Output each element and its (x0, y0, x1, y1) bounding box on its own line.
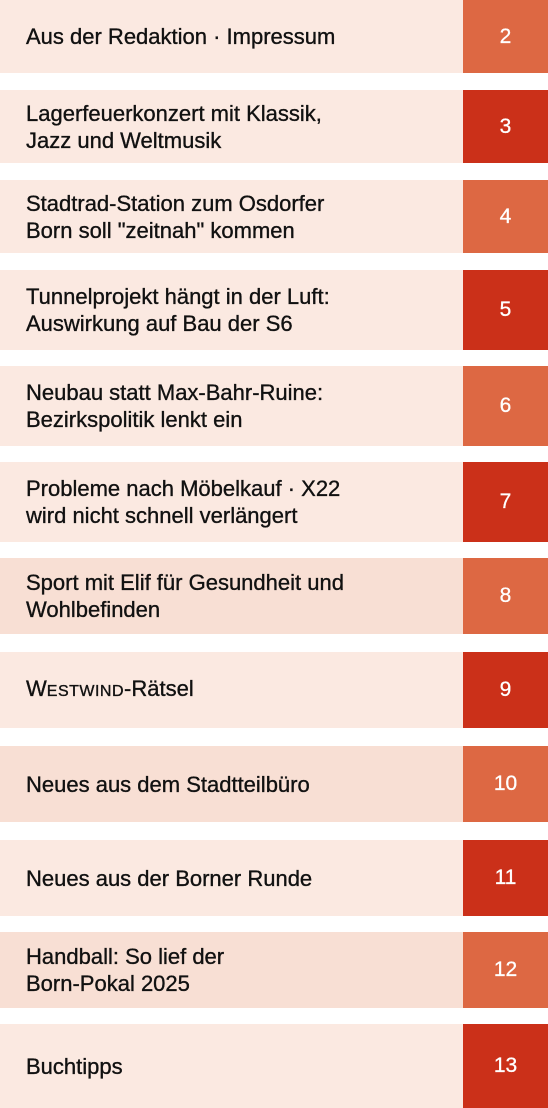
toc-entry-page-number: 10 (463, 746, 548, 822)
toc-entry-page-number: 12 (463, 932, 548, 1008)
toc-entry-title-line: Sport mit Elif für Gesundheit und (26, 570, 344, 595)
toc-entry-title-line: Buchtipps (26, 1053, 123, 1079)
toc-entry-title: Handball: So lief der Born-Pokal 2025 (0, 932, 463, 1008)
toc-entry-title-smallcaps-first: W (26, 676, 47, 701)
toc-entry[interactable]: Sport mit Elif für Gesundheit und Wohlbe… (0, 558, 548, 634)
toc-entry-title: Stadtrad-Station zum Osdorfer Born soll … (0, 180, 463, 253)
toc-entry-title-line: Stadtrad-Station zum Osdorfer (26, 190, 325, 216)
toc-entry[interactable]: Tunnelprojekt hängt in der Luft: Auswirk… (0, 270, 548, 350)
toc-entry-page-number: 3 (463, 90, 548, 163)
toc-entry[interactable]: WESTWIND-Rätsel 9 (0, 652, 548, 728)
toc-entry-title: Lagerfeuerkonzert mit Klassik, Jazz und … (0, 90, 463, 163)
toc-entry-title-line: Neubau statt Max-Bahr-Ruine: (26, 380, 324, 405)
toc-entry-title-line: Neues aus der Borner Runde (26, 865, 313, 891)
toc-entry[interactable]: Stadtrad-Station zum Osdorfer Born soll … (0, 180, 548, 253)
toc-entry[interactable]: Neues aus der Borner Runde 11 (0, 840, 548, 916)
toc-entry[interactable]: Handball: So lief der Born-Pokal 2025 12 (0, 932, 548, 1008)
toc-entry-title-line: Aus der Redaktion · Impressum (26, 24, 336, 49)
toc-entry-title-line: Handball: So lief der (26, 944, 225, 969)
toc-entry[interactable]: Aus der Redaktion · Impressum 2 (0, 0, 548, 73)
toc-entry-title-line: Born-Pokal 2025 (26, 971, 190, 996)
toc-entry-page-number: 9 (463, 652, 548, 728)
toc-entry-title-line: Wohlbefinden (26, 597, 161, 622)
toc-entry-title-smallcaps-rest: ESTWIND (46, 683, 125, 700)
toc-entry-page-number: 13 (463, 1024, 548, 1108)
toc-entry-title-line: Tunnelprojekt hängt in der Luft: (26, 284, 330, 309)
toc-entry-title-line: Lagerfeuerkonzert mit Klassik, (26, 100, 322, 126)
toc-entry-title-line: Neues aus dem Stadtteilbüro (26, 771, 310, 797)
toc-entry-title: Probleme nach Möbelkauf · X22 wird nicht… (0, 462, 463, 542)
toc-entry-page-number: 7 (463, 462, 548, 542)
toc-entry-title: WESTWIND-Rätsel (0, 652, 463, 728)
toc-entry-title-suffix: -Rätsel (124, 676, 194, 701)
toc-entry-title-line: Bezirkspolitik lenkt ein (26, 407, 243, 432)
toc-entry-title: Sport mit Elif für Gesundheit und Wohlbe… (0, 558, 463, 634)
toc-entry-page-number: 6 (463, 366, 548, 446)
toc-entry[interactable]: Buchtipps 13 (0, 1024, 548, 1108)
toc-entry-page-number: 5 (463, 270, 548, 350)
toc-entry-title: Neues aus der Borner Runde (0, 840, 463, 916)
toc-entry-title-line: wird nicht schnell verlängert (26, 503, 298, 528)
toc-entry-title-line: Auswirkung auf Bau der S6 (26, 311, 293, 336)
toc-entry[interactable]: Neubau statt Max-Bahr-Ruine: Bezirkspoli… (0, 366, 548, 446)
toc-entry-page-number: 4 (463, 180, 548, 253)
toc-entry-title: Neues aus dem Stadtteilbüro (0, 746, 463, 822)
toc-entry-page-number: 2 (463, 0, 548, 73)
toc-entry-title-line: Born soll "zeitnah" kommen (26, 217, 295, 243)
toc-entry[interactable]: Probleme nach Möbelkauf · X22 wird nicht… (0, 462, 548, 542)
toc-entry-title-line: Jazz und Weltmusik (26, 127, 222, 153)
toc-entry[interactable]: Neues aus dem Stadtteilbüro 10 (0, 746, 548, 822)
toc-entry-title-line: Probleme nach Möbelkauf · X22 (26, 476, 341, 501)
toc-entry-title: Neubau statt Max-Bahr-Ruine: Bezirkspoli… (0, 366, 463, 446)
toc-entry-page-number: 8 (463, 558, 548, 634)
toc-entry-title: Buchtipps (0, 1024, 463, 1108)
toc-entry-page-number: 11 (463, 840, 548, 916)
toc-entry[interactable]: Lagerfeuerkonzert mit Klassik, Jazz und … (0, 90, 548, 163)
toc-entry-title: Aus der Redaktion · Impressum (0, 0, 463, 73)
toc-entry-title: Tunnelprojekt hängt in der Luft: Auswirk… (0, 270, 463, 350)
